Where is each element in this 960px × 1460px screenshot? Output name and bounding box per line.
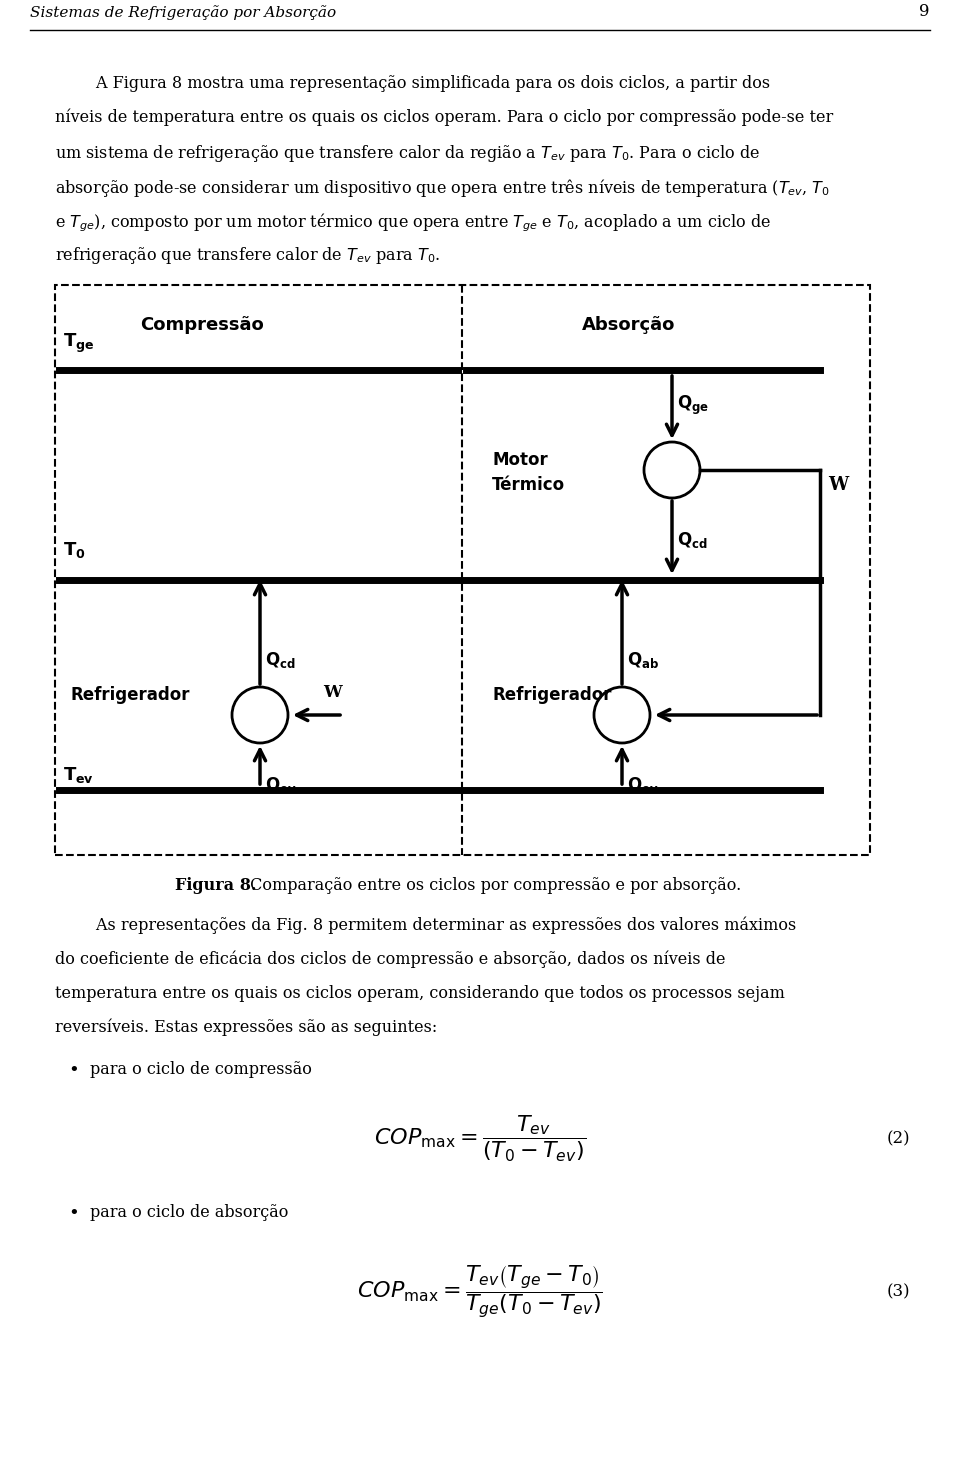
- Text: níveis de temperatura entre os quais os ciclos operam. Para o ciclo por compress: níveis de temperatura entre os quais os …: [55, 110, 833, 127]
- Text: W: W: [828, 476, 848, 493]
- Text: $\mathbf{Q_{ab}}$: $\mathbf{Q_{ab}}$: [627, 650, 659, 670]
- Text: 9: 9: [920, 3, 930, 20]
- Text: Refrigerador: Refrigerador: [492, 686, 612, 704]
- Text: (2): (2): [886, 1130, 910, 1148]
- Text: para o ciclo de absorção: para o ciclo de absorção: [90, 1204, 288, 1221]
- Text: reversíveis. Estas expressões são as seguintes:: reversíveis. Estas expressões são as seg…: [55, 1019, 437, 1037]
- Text: Refrigerador: Refrigerador: [71, 686, 190, 704]
- Text: $COP_{\mathrm{max}} = \dfrac{T_{ev}}{\left(T_0 - T_{ev}\right)}$: $COP_{\mathrm{max}} = \dfrac{T_{ev}}{\le…: [374, 1114, 586, 1164]
- Text: $COP_{\mathrm{max}} = \dfrac{T_{ev}\left(T_{ge} - T_0\right)}{T_{ge}\left(T_0 - : $COP_{\mathrm{max}} = \dfrac{T_{ev}\left…: [357, 1263, 603, 1320]
- Text: refrigeração que transfere calor de $T_{ev}$ para $T_0$.: refrigeração que transfere calor de $T_{…: [55, 245, 441, 266]
- Text: e $T_{ge}$), composto por um motor térmico que opera entre $T_{ge}$ e $T_0$, aco: e $T_{ge}$), composto por um motor térmi…: [55, 212, 771, 234]
- Bar: [55, 285, 870, 856]
- Text: Absorção: Absorção: [582, 315, 676, 334]
- Text: (3): (3): [886, 1283, 910, 1301]
- Text: Figura 8.: Figura 8.: [175, 877, 256, 894]
- Text: um sistema de refrigeração que transfere calor da região a $T_{ev}$ para $T_0$. : um sistema de refrigeração que transfere…: [55, 143, 760, 164]
- Text: Térmico: Térmico: [492, 476, 565, 493]
- Text: absorção pode-se considerar um dispositivo que opera entre três níveis de temper: absorção pode-se considerar um dispositi…: [55, 177, 830, 199]
- Text: Sistemas de Refrigeração por Absorção: Sistemas de Refrigeração por Absorção: [30, 6, 336, 20]
- Text: $\mathbf{Q_{cd}}$: $\mathbf{Q_{cd}}$: [677, 530, 708, 550]
- Text: Compressão: Compressão: [140, 315, 264, 334]
- Text: •: •: [68, 1204, 79, 1222]
- Text: Comparação entre os ciclos por compressão e por absorção.: Comparação entre os ciclos por compressã…: [245, 877, 741, 894]
- Text: $\mathbf{T_{ev}}$: $\mathbf{T_{ev}}$: [63, 765, 94, 785]
- Text: Motor: Motor: [492, 451, 548, 469]
- Text: $\mathbf{Q_{cd}}$: $\mathbf{Q_{cd}}$: [265, 650, 296, 670]
- Text: As representações da Fig. 8 permitem determinar as expressões dos valores máximo: As representações da Fig. 8 permitem det…: [55, 917, 796, 934]
- Text: $\mathbf{T_0}$: $\mathbf{T_0}$: [63, 540, 85, 561]
- Text: $\mathbf{Q_{ev}}$: $\mathbf{Q_{ev}}$: [627, 775, 659, 796]
- Text: W: W: [323, 683, 342, 701]
- Text: $\mathbf{Q_{ge}}$: $\mathbf{Q_{ge}}$: [677, 393, 709, 416]
- Text: •: •: [68, 1061, 79, 1079]
- Text: $\mathbf{T_{ge}}$: $\mathbf{T_{ge}}$: [63, 331, 94, 355]
- Text: $\mathbf{Q_{ev}}$: $\mathbf{Q_{ev}}$: [265, 775, 297, 796]
- Text: temperatura entre os quais os ciclos operam, considerando que todos os processos: temperatura entre os quais os ciclos ope…: [55, 986, 785, 1002]
- Text: A Figura 8 mostra uma representação simplificada para os dois ciclos, a partir d: A Figura 8 mostra uma representação simp…: [55, 74, 770, 92]
- Text: do coeficiente de eficácia dos ciclos de compressão e absorção, dados os níveis : do coeficiente de eficácia dos ciclos de…: [55, 950, 726, 968]
- Text: para o ciclo de compressão: para o ciclo de compressão: [90, 1061, 312, 1077]
